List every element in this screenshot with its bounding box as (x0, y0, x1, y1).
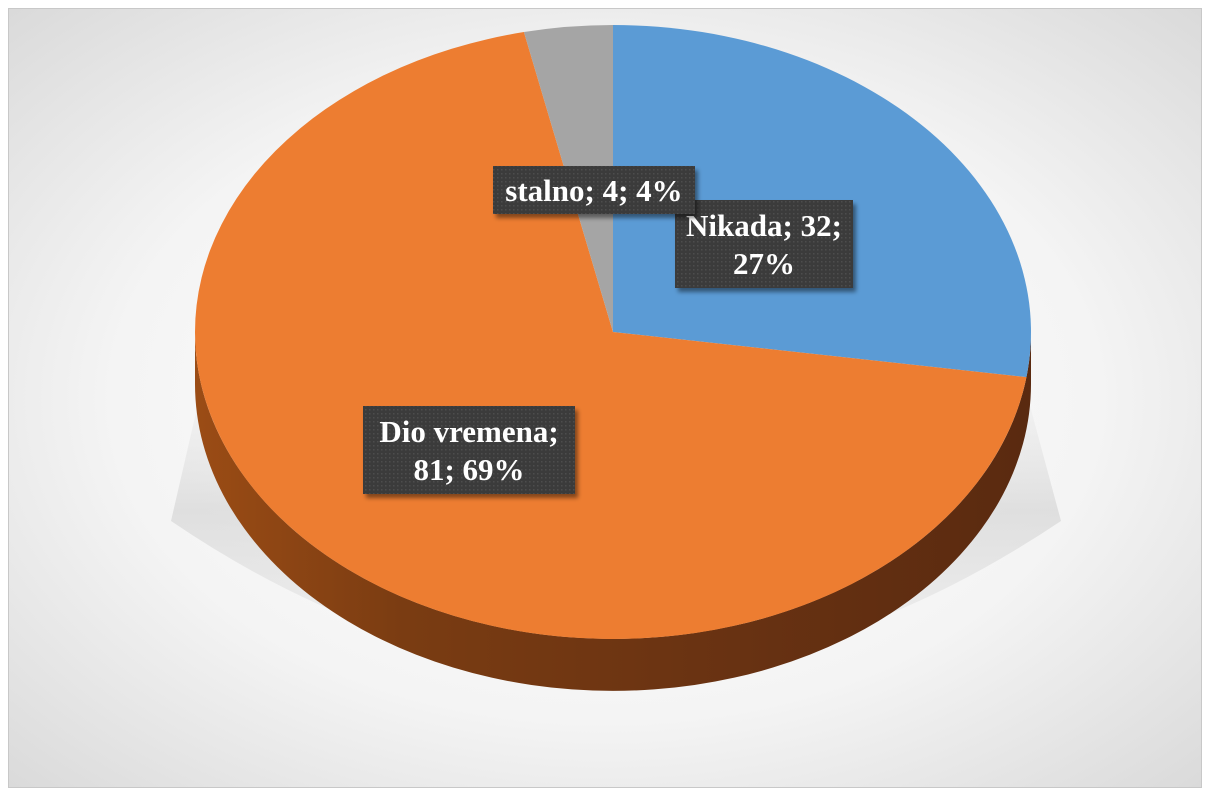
data-label-dio-vremena: Dio vremena;81; 69% (363, 406, 575, 494)
data-label-box (363, 406, 575, 494)
data-label-nikada: Nikada; 32;27% (675, 200, 853, 288)
data-label-stalno: stalno; 4; 4% (493, 166, 695, 214)
chart-frame: Nikada; 32; 27% Dio vremena; 81; 69% stalno;… (8, 8, 1202, 788)
data-label-text: Dio vremena; (379, 414, 558, 449)
pie-side-wall (195, 332, 1031, 691)
data-label-text: stalno; 4; 4% (505, 173, 682, 208)
pie-chart: Nikada; 32;27% Dio vremena;81; 69% stalno;… (9, 9, 1201, 787)
data-label-box (675, 200, 853, 288)
data-label-text: Nikada; 32; (686, 208, 842, 243)
data-label-box (493, 166, 695, 214)
data-label-text: 81; 69% (413, 452, 524, 487)
data-label-text: 27% (733, 246, 795, 281)
